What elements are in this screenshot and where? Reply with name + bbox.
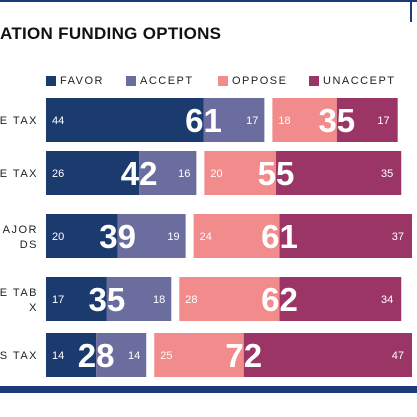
legend-unaccept-swatch — [309, 76, 319, 86]
right-rule — [410, 0, 412, 22]
label-support-total: 35 — [89, 281, 126, 318]
label-favor: 44 — [52, 115, 64, 127]
row-label-line1: E TAB — [0, 287, 38, 299]
label-support-total: 39 — [99, 218, 136, 255]
bar-oppose — [154, 333, 244, 377]
bar-oppose — [204, 151, 276, 195]
bar-accept — [139, 151, 197, 195]
bar-unaccept — [336, 98, 398, 142]
label-oppose: 18 — [278, 115, 290, 127]
label-oppose-total: 55 — [258, 155, 295, 192]
label-accept: 18 — [153, 294, 165, 306]
label-accept: 16 — [178, 168, 190, 180]
bar-unaccept — [275, 151, 402, 195]
row-label-line1: AJOR — [3, 224, 38, 236]
bar-favor — [46, 151, 140, 195]
label-unaccept: 37 — [392, 231, 404, 243]
label-unaccept: 34 — [381, 294, 393, 306]
bar-accept — [117, 214, 186, 258]
label-oppose-total: 61 — [261, 218, 298, 255]
bar-favor — [46, 277, 107, 321]
label-support-total: 61 — [185, 102, 222, 139]
label-oppose: 28 — [185, 294, 197, 306]
label-support-total: 28 — [78, 337, 115, 374]
bar-oppose — [272, 98, 337, 142]
legend-accept-label: ACCEPT — [140, 75, 194, 87]
row-label: E TAX — [0, 115, 38, 127]
label-favor: 17 — [52, 294, 64, 306]
label-unaccept: 35 — [381, 168, 393, 180]
bar-unaccept — [243, 333, 412, 377]
bottom-rule — [0, 386, 417, 393]
legend-accept: ACCEPT — [126, 74, 194, 88]
label-support-total: 42 — [121, 155, 158, 192]
label-oppose-total: 62 — [261, 281, 298, 318]
chart-title: ATION FUNDING OPTIONS — [0, 24, 222, 43]
legend-unaccept: UNACCEPT — [309, 74, 396, 88]
label-favor: 14 — [52, 350, 64, 362]
legend-oppose-swatch — [218, 76, 228, 86]
label-accept: 19 — [167, 231, 179, 243]
legend-favor-swatch — [46, 76, 56, 86]
legend-favor: FAVOR — [46, 74, 104, 88]
legend-accept-swatch — [126, 76, 136, 86]
bar-oppose — [193, 214, 280, 258]
label-oppose: 24 — [200, 231, 212, 243]
legend-oppose: OPPOSE — [218, 74, 287, 88]
label-oppose-total: 72 — [225, 337, 262, 374]
row-label-line2: DS — [20, 239, 38, 251]
bar-accept — [203, 98, 265, 142]
bar-favor — [46, 98, 204, 142]
bar-unaccept — [279, 214, 412, 258]
bar-unaccept — [279, 277, 402, 321]
legend-favor-label: FAVOR — [60, 75, 104, 87]
label-unaccept: 17 — [377, 115, 389, 127]
label-unaccept: 47 — [392, 350, 404, 362]
bar-oppose — [179, 277, 280, 321]
bar-accept — [96, 333, 147, 377]
label-oppose: 20 — [210, 168, 222, 180]
label-accept: 17 — [246, 115, 258, 127]
bar-favor — [46, 333, 97, 377]
top-rule — [0, 0, 417, 2]
row-label: E TAX — [0, 168, 38, 180]
label-favor: 26 — [52, 168, 64, 180]
row-label: S TAX — [0, 350, 38, 362]
legend-oppose-label: OPPOSE — [232, 75, 288, 87]
bar-favor — [46, 214, 118, 258]
bar-accept — [106, 277, 172, 321]
legend-unaccept-label: UNACCEPT — [323, 75, 396, 87]
label-accept: 14 — [128, 350, 140, 362]
label-favor: 20 — [52, 231, 64, 243]
label-oppose-total: 35 — [318, 102, 355, 139]
label-oppose: 25 — [160, 350, 172, 362]
row-label-line2: X — [29, 302, 38, 314]
